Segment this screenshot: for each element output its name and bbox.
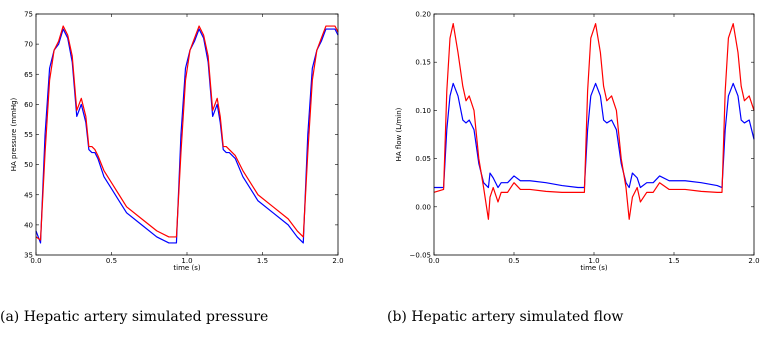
y-axis-label: HA flow (L/min) (395, 107, 403, 161)
y-tick-label: −0.05 (410, 252, 431, 260)
series-line-1 (35, 28, 339, 244)
y-tick-label: 55 (24, 131, 33, 139)
y-tick-label: 45 (24, 191, 33, 199)
x-tick-label: 1.5 (668, 257, 679, 265)
y-tick-label: 40 (24, 221, 33, 229)
y-tick-label: 0.15 (415, 59, 431, 67)
x-tick-label: 0.5 (106, 257, 117, 265)
y-tick-label: 70 (24, 41, 33, 49)
series-line-2 (35, 25, 339, 241)
y-tick-label: 75 (24, 11, 33, 19)
plot-frame (35, 13, 339, 256)
y-tick-label: 65 (24, 71, 33, 79)
x-axis-label: time (s) (173, 264, 200, 272)
x-tick-label: 1.5 (257, 257, 268, 265)
y-tick-label: 0.10 (415, 107, 431, 115)
y-tick-label: 60 (24, 101, 33, 109)
x-axis-label: time (s) (580, 264, 607, 272)
series-line-2 (433, 23, 755, 220)
caption-b: (b) Hepatic artery simulated flow (387, 309, 624, 325)
plot-frame (433, 13, 755, 256)
x-tick-label: 2.0 (748, 257, 759, 265)
y-tick-label: 0.00 (415, 203, 431, 211)
y-tick-label: 50 (24, 161, 33, 169)
x-tick-label: 0.0 (428, 257, 439, 265)
y-axis-label: HA pressure (mmHg) (10, 97, 18, 171)
series-line-1 (434, 82, 755, 189)
pressure-chart: 0.0 0.5 1.0 1.5 2.0 35 40 45 50 55 60 65 70 75 time (s… (10, 11, 344, 273)
x-tick-label: 0.5 (508, 257, 519, 265)
y-tick-label: 0.20 (415, 11, 431, 19)
y-tick-label: 35 (24, 252, 33, 260)
x-tick-label: 2.0 (332, 257, 343, 265)
flow-chart: 0.0 0.5 1.0 1.5 2.0 −0.05 0.00 0.05 0.10 0.15 0.20… (395, 11, 760, 273)
x-tick-label: 1.0 (181, 257, 192, 265)
x-tick-label: 0.0 (30, 257, 41, 265)
x-tick-label: 1.0 (588, 257, 599, 265)
caption-a: (a) Hepatic artery simulated pressure (0, 309, 269, 325)
y-tick-label: 0.05 (415, 155, 431, 163)
